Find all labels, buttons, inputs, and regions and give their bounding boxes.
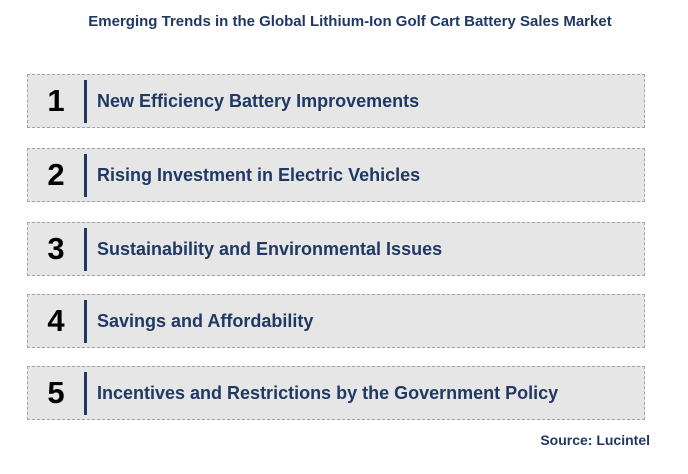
trend-row-2: 2 Rising Investment in Electric Vehicles (27, 148, 645, 202)
trend-label: Incentives and Restrictions by the Gover… (97, 382, 559, 403)
trend-row-5: 5 Incentives and Restrictions by the Gov… (27, 366, 645, 420)
trend-list: 1 New Efficiency Battery Improvements 2 … (27, 0, 647, 474)
trend-row-4: 4 Savings and Affordability (27, 294, 645, 348)
trend-number: 5 (47, 375, 65, 410)
trend-divider (84, 372, 87, 415)
page-title: Emerging Trends in the Global Lithium-Io… (88, 13, 612, 30)
trend-number: 4 (47, 303, 65, 338)
trend-row-3: 3 Sustainability and Environmental Issue… (27, 222, 645, 276)
trend-divider (84, 154, 87, 197)
source-note: Source: Lucintel (540, 432, 650, 448)
trend-label: Savings and Affordability (97, 310, 314, 331)
trend-number: 1 (47, 83, 65, 118)
trend-label: New Efficiency Battery Improvements (97, 90, 420, 111)
trend-label: Sustainability and Environmental Issues (97, 238, 443, 259)
trend-number: 3 (47, 231, 65, 266)
trend-label: Rising Investment in Electric Vehicles (97, 164, 421, 185)
trend-divider (84, 80, 87, 123)
trend-number: 2 (47, 157, 65, 192)
trend-divider (84, 228, 87, 271)
trend-row-1: 1 New Efficiency Battery Improvements (27, 74, 645, 128)
trend-divider (84, 300, 87, 343)
